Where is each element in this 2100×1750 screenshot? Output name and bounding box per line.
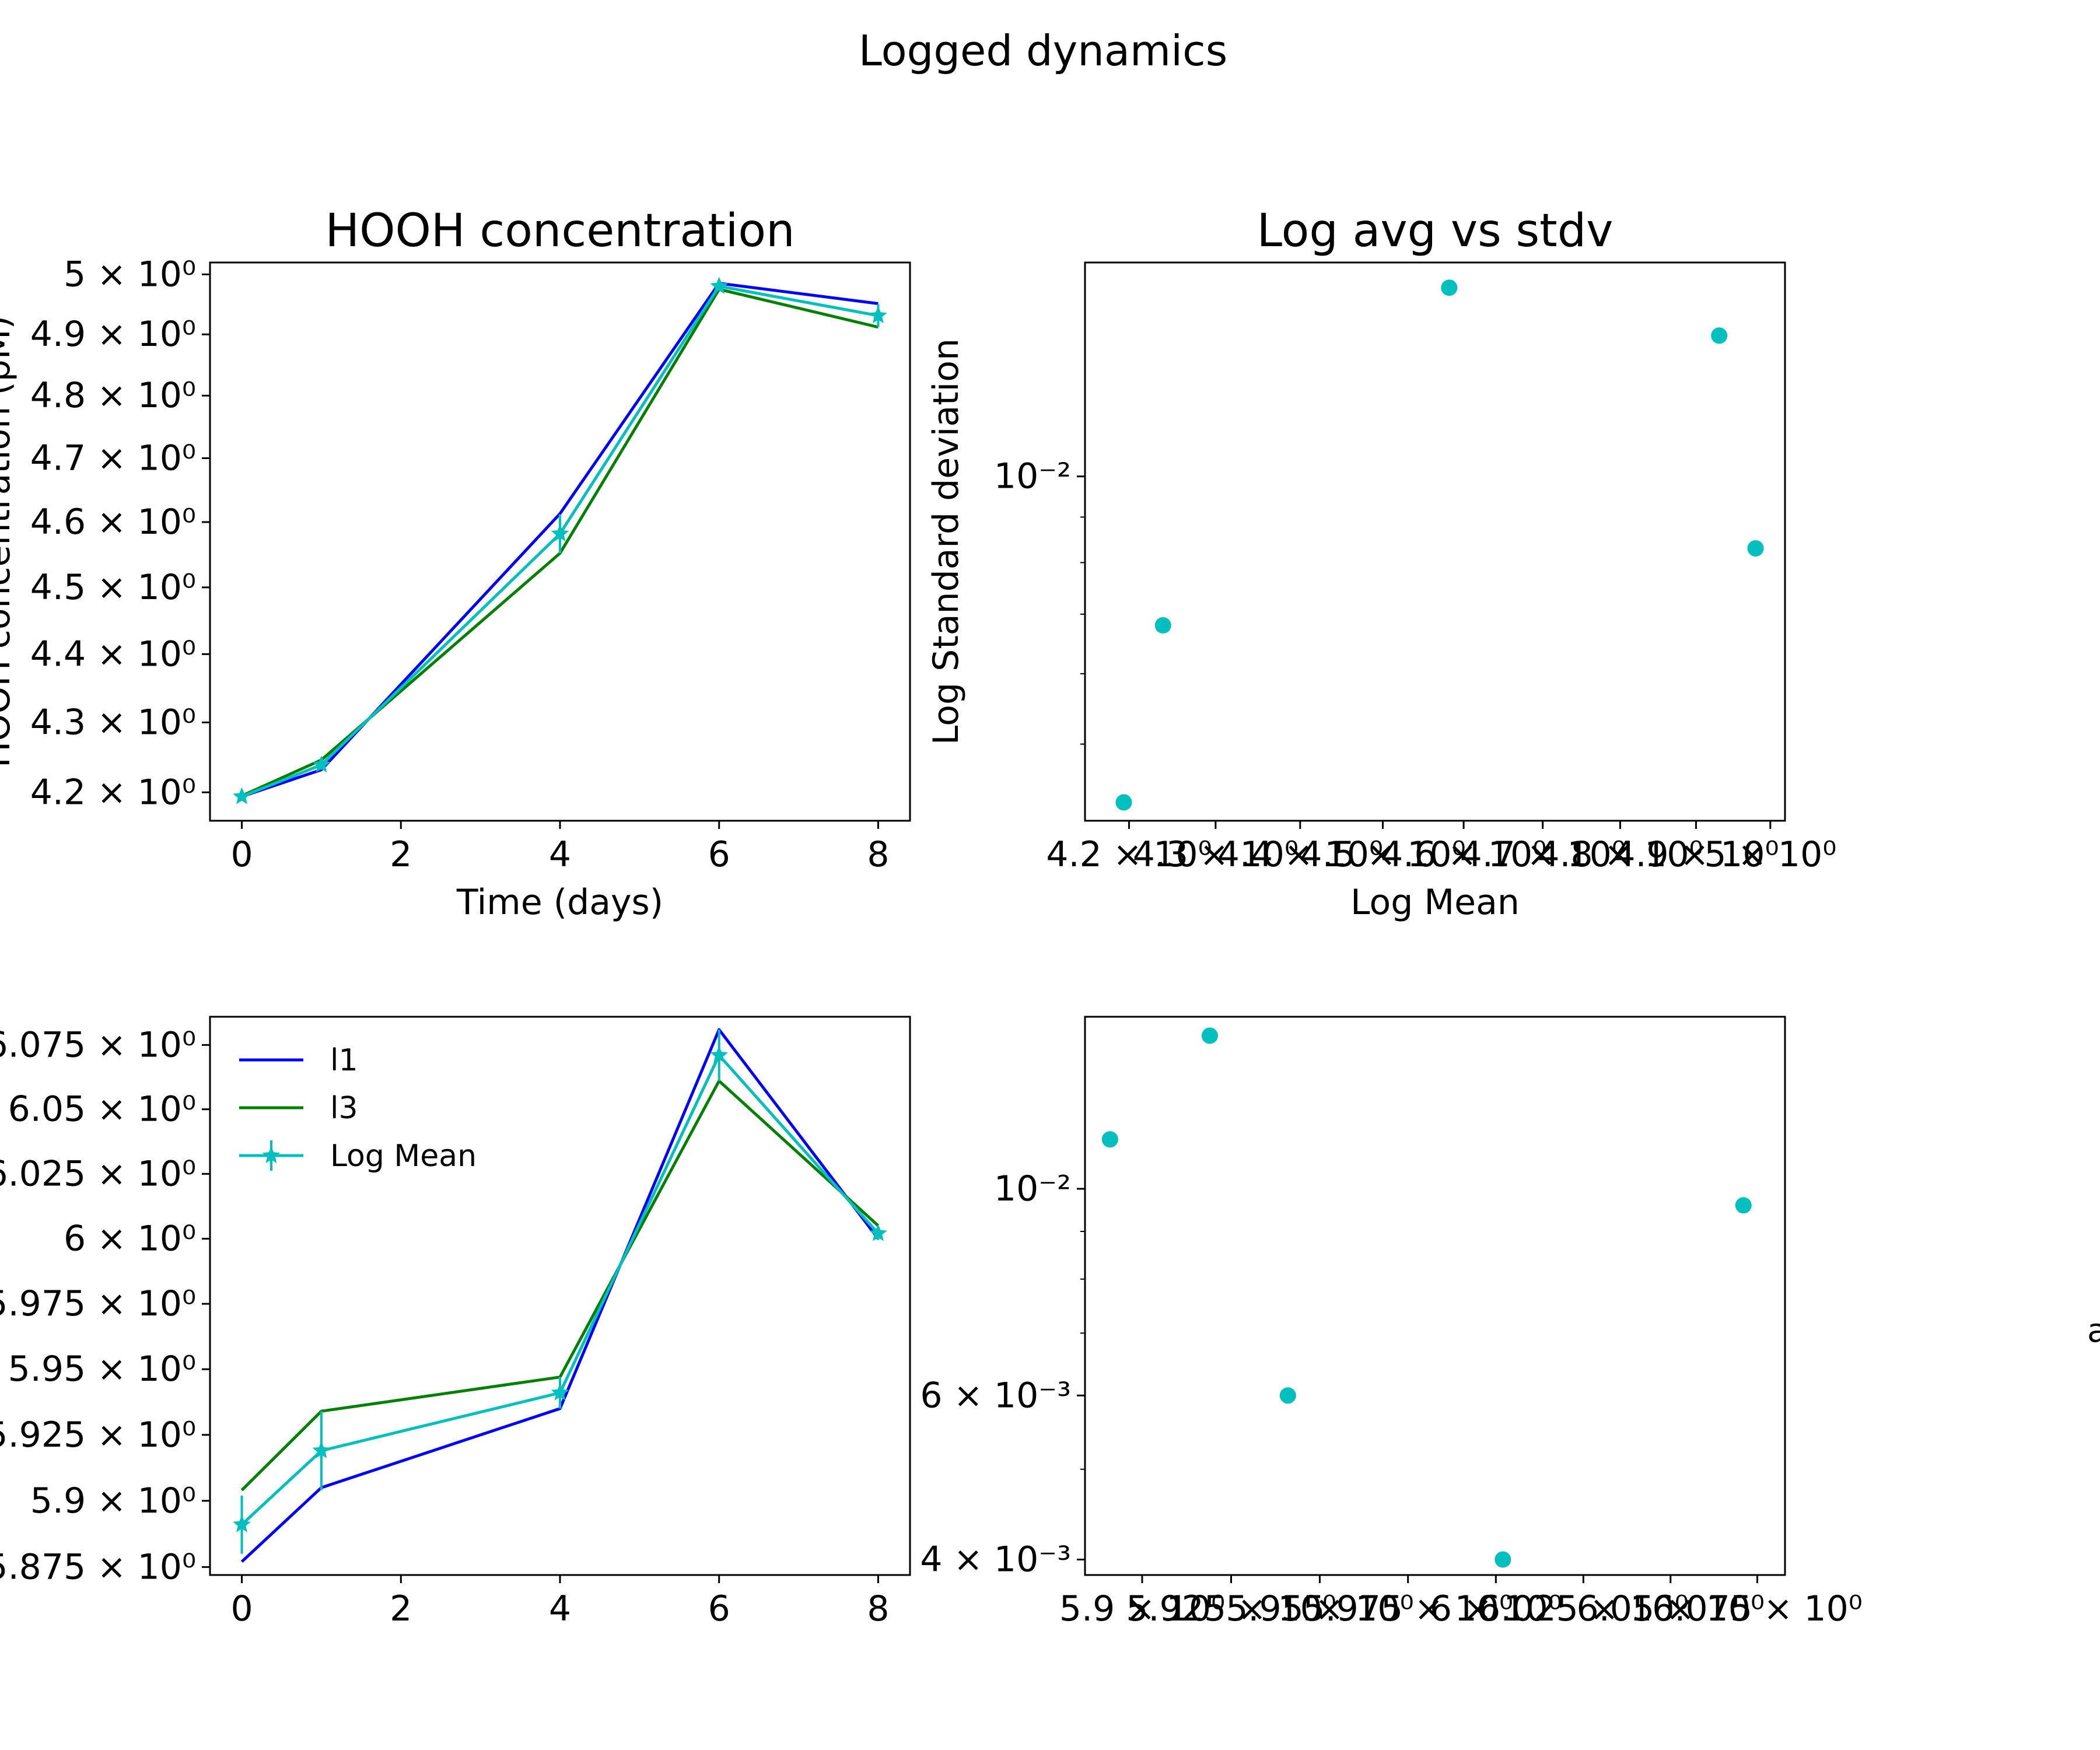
legend-label: l1 [330, 1043, 358, 1078]
x-tick-label: 4 [549, 834, 571, 875]
x-tick-label: 4.5 × 10⁰ [1300, 834, 1465, 875]
subplot-timeseries-2: 0 2 4 6 8 5.875 × 10⁰ 5.9 × 10⁰ 5.925 × 10⁰ 5.95… [0, 1016, 911, 1629]
x-tick-label: 6.05 × 10⁰ [1577, 1588, 1765, 1629]
data-point [1101, 1131, 1118, 1148]
data-point [551, 524, 569, 541]
x-tick-label: 4 [549, 1588, 571, 1629]
x-axis-label: Time (days) [456, 882, 663, 923]
legend-marker [262, 1146, 281, 1163]
data-point [1747, 540, 1764, 557]
x-tick-label: 8 [867, 1588, 889, 1629]
plot-area [233, 1028, 887, 1563]
y-tick-label: 5 × 10⁰ [64, 254, 196, 295]
axes-frame [1084, 261, 1786, 822]
subplot-title: HOOH concentration [325, 205, 794, 257]
y-axis-label: Log Standard deviation [926, 338, 967, 745]
axes-frame [209, 261, 911, 822]
x-tick-label: 4.9 × 10⁰ [1613, 834, 1779, 875]
x-tick-label: 6.025 × 10⁰ [1478, 1588, 1689, 1629]
data-point [312, 755, 331, 773]
data-point [1279, 1387, 1296, 1404]
y-tick-label: 6.025 × 10⁰ [0, 1153, 196, 1194]
y-tick-label: 6 × 10⁻³ [920, 1375, 1071, 1416]
y-tick-label: 4.5 × 10⁰ [30, 567, 196, 608]
subplot-hooh-timeseries: 0 2 4 6 8 4.2 × 10⁰ 4.3 × 10⁰ 4.4 × 10⁰ 4.5 × 10… [0, 205, 911, 923]
x-tick-label: 5.95 × 10⁰ [1226, 1588, 1413, 1629]
data-point [710, 276, 728, 294]
x-tick-label: 8 [867, 834, 889, 875]
x-tick-label: 4.6 × 10⁰ [1381, 834, 1546, 875]
axes-frame [209, 1016, 911, 1576]
data-point [312, 1441, 331, 1458]
y-tick-label: 4.2 × 10⁰ [30, 772, 196, 813]
plot-area [1115, 279, 1764, 811]
legend-label: l3 [330, 1091, 358, 1126]
y-axis-label: HOOH concentration (pM) [0, 316, 18, 768]
y-tick-label: 5.95 × 10⁰ [8, 1349, 196, 1390]
series-line-l1 [240, 1028, 880, 1563]
x-axis-label: Log Mean [1350, 882, 1520, 923]
data-point [1711, 327, 1728, 344]
x-tick-label: 4.8 × 10⁰ [1537, 834, 1703, 875]
y-tick-label: 6.05 × 10⁰ [8, 1089, 196, 1130]
x-tick-label: 6 [708, 1588, 730, 1629]
x-tick-label: 5.975 × 10⁰ [1303, 1588, 1513, 1629]
axes-frame [1084, 1016, 1786, 1576]
data-point [1115, 794, 1132, 811]
y-tick-label: 6.075 × 10⁰ [0, 1024, 196, 1065]
x-tick-label: 2 [390, 834, 412, 875]
plot-area [1101, 1027, 1752, 1568]
x-tick-label: 2 [390, 1588, 412, 1629]
y-tick-label: 10⁻² [994, 1168, 1071, 1209]
x-tick-label: 4.7 × 10⁰ [1460, 834, 1626, 875]
data-point [1154, 617, 1171, 634]
x-tick-label: 0 [230, 1588, 253, 1629]
series-line-l1 [241, 282, 878, 798]
y-tick-label: 4 × 10⁻³ [920, 1539, 1071, 1580]
y-tick-label: 5.875 × 10⁰ [0, 1546, 196, 1587]
x-tick-label: 5 × 10⁰ [1704, 834, 1836, 875]
x-tick-label: 6 [708, 834, 730, 875]
y-tick-label: 4.8 × 10⁰ [30, 375, 196, 416]
x-tick-label: 0 [230, 834, 253, 875]
y-tick-label: 5.925 × 10⁰ [0, 1415, 196, 1455]
x-tick-label: 4.3 × 10⁰ [1133, 834, 1298, 875]
y-tick-label: 4.7 × 10⁰ [30, 438, 196, 478]
data-point [1441, 279, 1458, 296]
legend: l1 l3 Log Mean [239, 1043, 477, 1174]
y-tick-label: 4.9 × 10⁰ [30, 314, 196, 355]
data-point [869, 306, 887, 323]
x-tick-label: 5.925 × 10⁰ [1126, 1588, 1336, 1629]
data-point [1494, 1551, 1511, 1568]
x-tick-label: 6.075 × 10⁰ [1652, 1588, 1863, 1629]
legend-label: Log Mean [330, 1139, 477, 1174]
y-tick-label: 4.6 × 10⁰ [30, 502, 196, 542]
clipped-edge-label: a [2087, 1312, 2100, 1350]
plot-area [233, 276, 887, 804]
y-tick-label: 5.9 × 10⁰ [30, 1480, 196, 1521]
data-point [233, 1515, 251, 1532]
data-point [710, 1046, 728, 1063]
y-tick-label: 4.3 × 10⁰ [30, 702, 196, 743]
y-tick-label: 5.975 × 10⁰ [0, 1283, 196, 1324]
data-point [233, 787, 251, 804]
figure-title: Logged dynamics [859, 26, 1228, 75]
x-tick-label: 4.4 × 10⁰ [1217, 834, 1383, 875]
x-tick-label: 5.9 × 10⁰ [1059, 1588, 1225, 1629]
data-point [551, 1383, 569, 1401]
x-tick-label: 6 × 10⁰ [1430, 1588, 1562, 1629]
data-point [1201, 1027, 1218, 1044]
y-tick-label: 4.4 × 10⁰ [30, 634, 196, 674]
x-tick-label: 4.2 × 10⁰ [1046, 834, 1212, 875]
data-point [869, 1224, 887, 1241]
subplot-title: Log avg vs stdv [1257, 205, 1614, 257]
series-line-l3 [241, 288, 879, 797]
y-tick-label: 6 × 10⁰ [64, 1218, 196, 1259]
y-tick-label: 10⁻² [994, 456, 1071, 497]
data-point [1735, 1197, 1752, 1214]
